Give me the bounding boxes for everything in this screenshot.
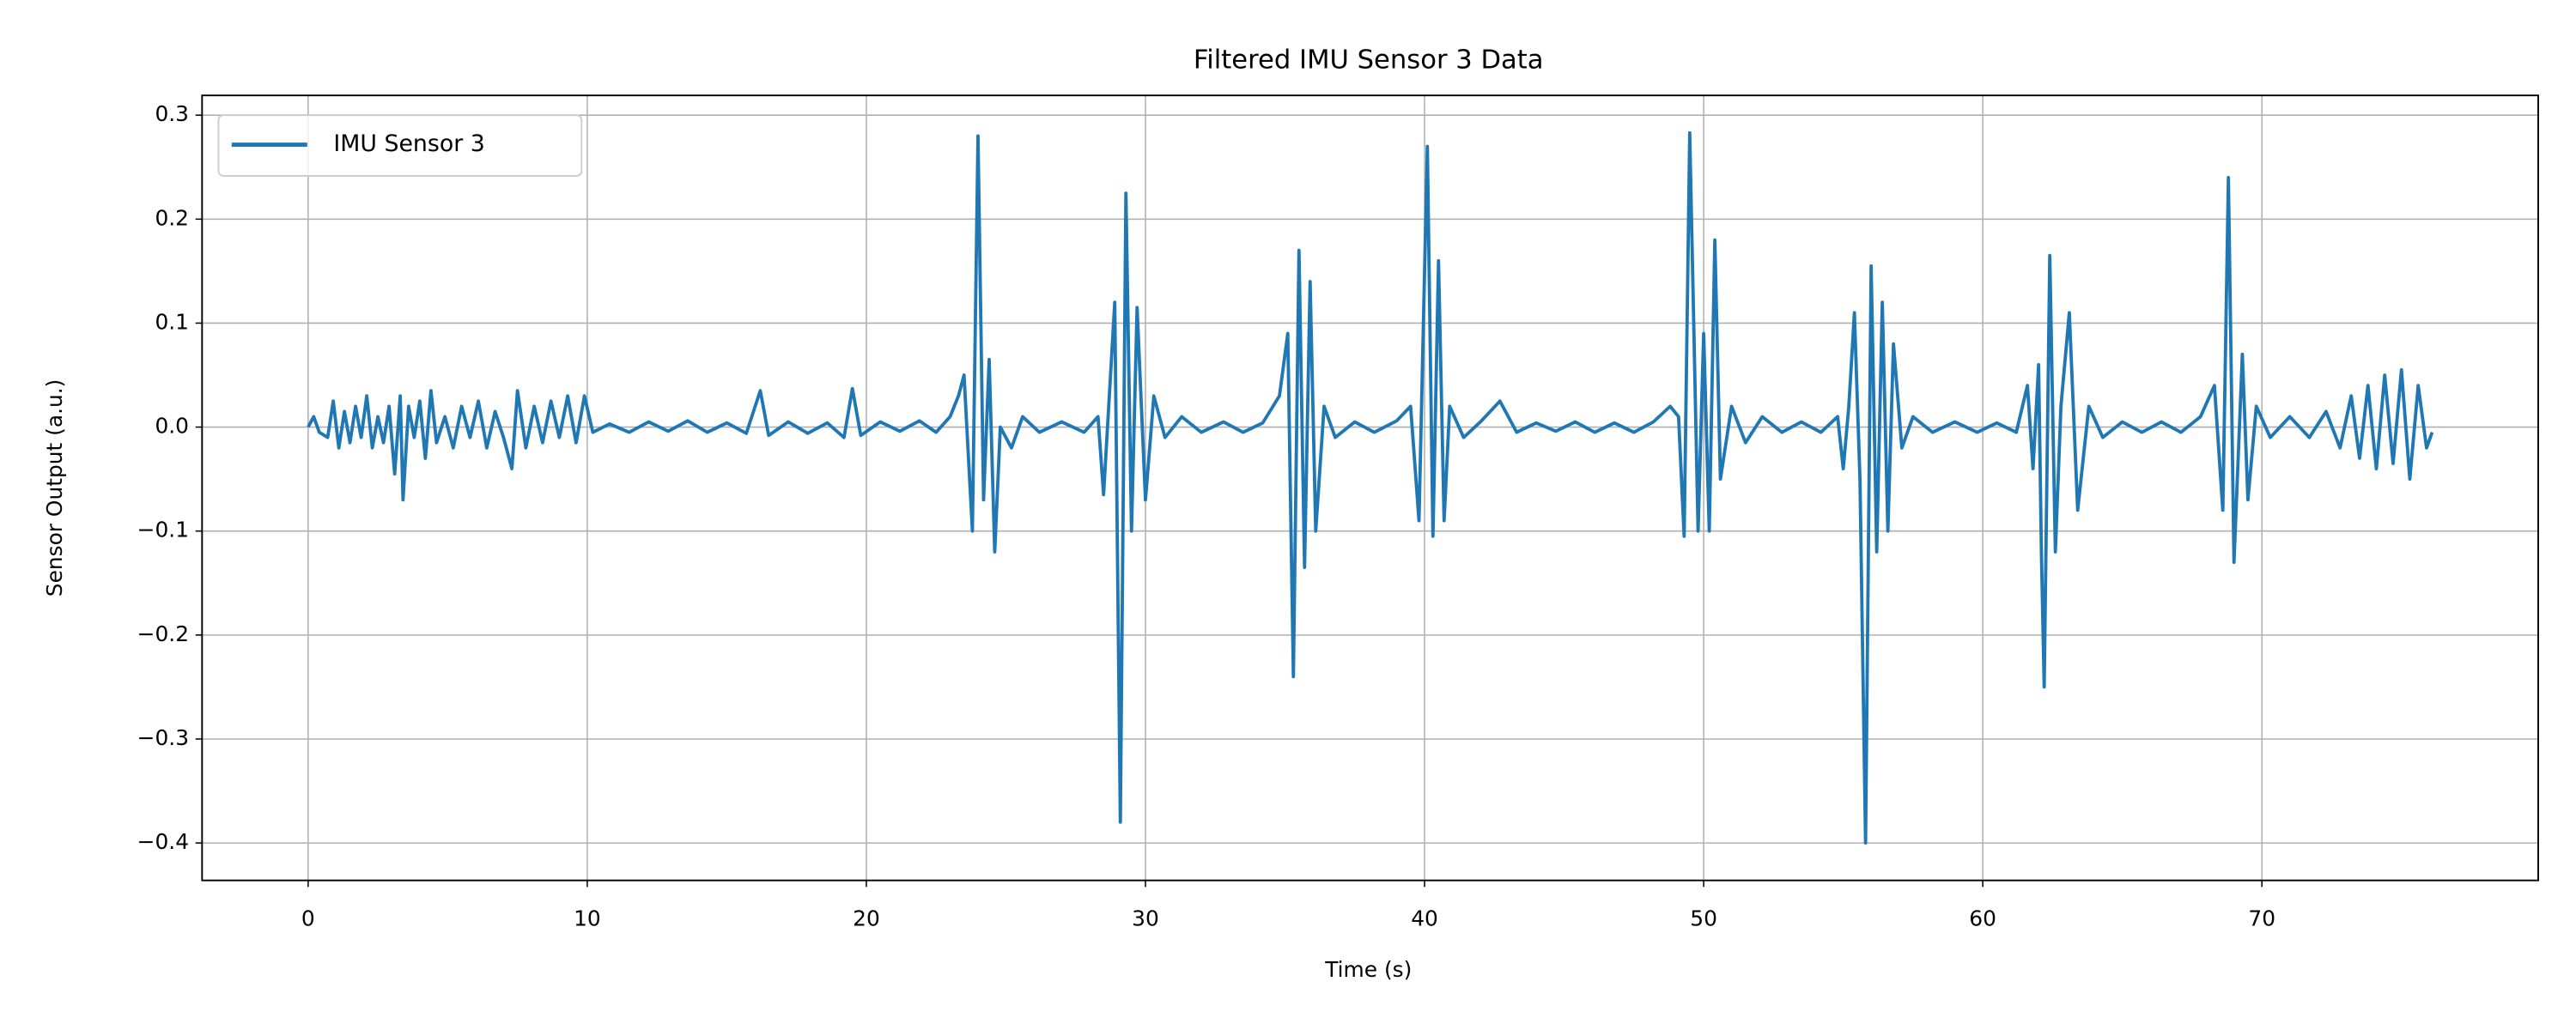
x-tick-label: 0	[301, 906, 315, 931]
y-tick-label: −0.2	[137, 621, 189, 646]
y-tick-label: 0.2	[155, 205, 189, 230]
x-tick-label: 60	[1969, 906, 1996, 931]
grid	[202, 95, 2538, 881]
y-tick-label: 0.0	[155, 414, 189, 439]
x-tick-label: 40	[1411, 906, 1438, 931]
x-tick-label: 70	[2248, 906, 2275, 931]
y-tick-label: −0.3	[137, 725, 189, 750]
data-line	[307, 130, 2434, 845]
axes-frame	[201, 94, 2539, 882]
y-tick-label: 0.3	[155, 101, 189, 126]
legend: IMU Sensor 3	[217, 114, 583, 177]
y-tick-label: −0.4	[137, 829, 189, 854]
legend-label: IMU Sensor 3	[333, 130, 484, 157]
y-tick-label: −0.1	[137, 518, 189, 542]
x-tick-label: 10	[574, 906, 601, 931]
legend-box	[217, 114, 583, 177]
chart-title: Filtered IMU Sensor 3 Data	[1194, 45, 1544, 75]
x-tick-label: 30	[1132, 906, 1159, 931]
y-axis-label: Sensor Output (a.u.)	[42, 379, 67, 597]
x-tick-label: 20	[853, 906, 880, 931]
x-axis-label: Time (s)	[1324, 957, 1412, 982]
plot-area	[307, 130, 2434, 845]
y-tick-label: 0.1	[155, 309, 189, 334]
x-tick-label: 50	[1690, 906, 1717, 931]
